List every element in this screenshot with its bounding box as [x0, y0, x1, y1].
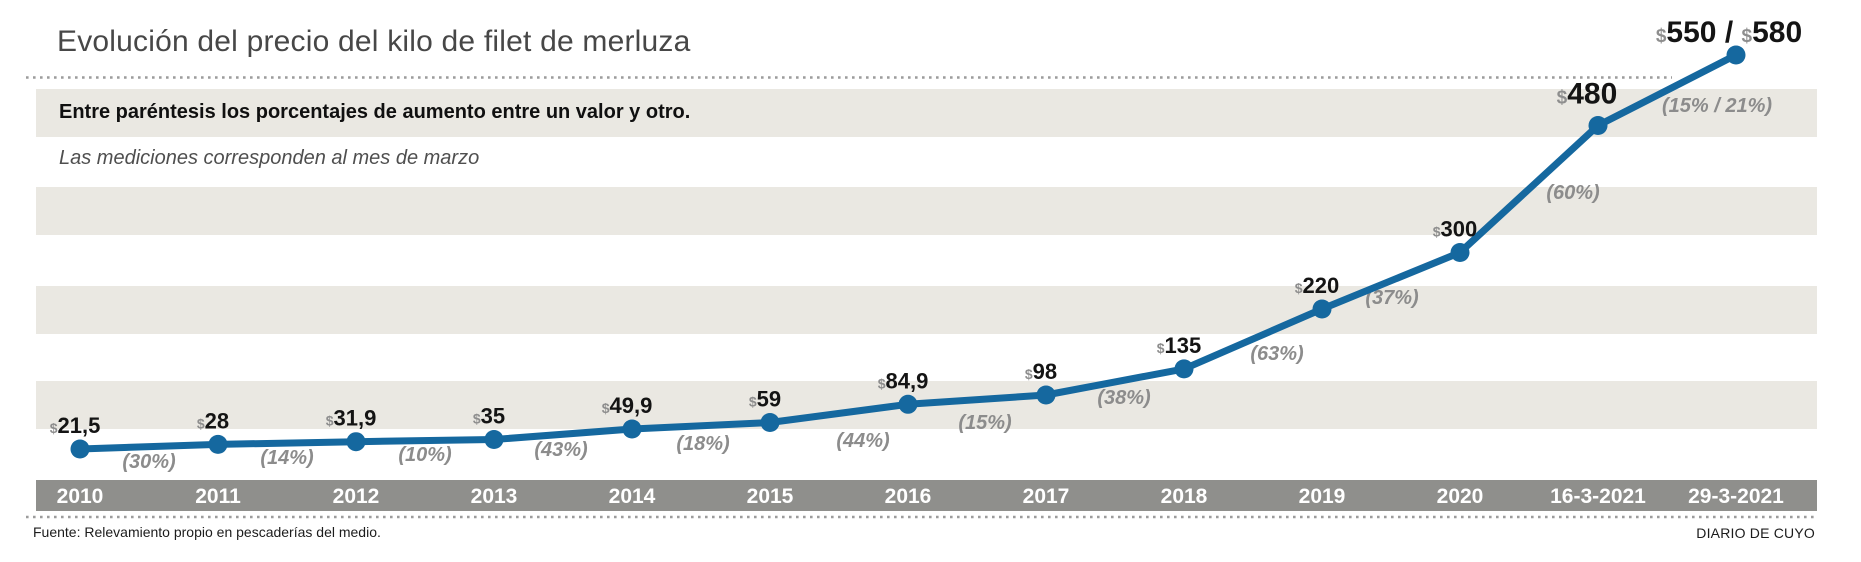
- value-label-2011: $28: [197, 408, 229, 433]
- x-tick-2014: 2014: [609, 485, 656, 508]
- value-label-2015: $59: [749, 387, 781, 412]
- x-tick-2016: 2016: [885, 485, 932, 508]
- x-tick-2011: 2011: [195, 485, 241, 508]
- data-point-2018: [1174, 359, 1194, 379]
- value-label-2020: $300: [1433, 217, 1478, 242]
- value-label-2019: $220: [1295, 273, 1340, 298]
- data-point-2019: [1312, 299, 1332, 319]
- pct-increase-label: (60%): [1546, 182, 1600, 204]
- source-note: Fuente: Relevamiento propio en pescaderí…: [33, 524, 381, 540]
- pct-increase-label: (15% / 21%): [1662, 95, 1772, 117]
- x-tick-2012: 2012: [333, 485, 380, 508]
- value-label-2018: $135: [1157, 333, 1202, 358]
- pct-increase-label: (44%): [836, 430, 890, 452]
- pct-increase-label: (37%): [1365, 287, 1419, 309]
- x-tick-2013: 2013: [471, 485, 518, 508]
- data-point-2014: [622, 419, 642, 439]
- grid-band: [36, 89, 1817, 137]
- value-label-2010: $21,5: [50, 413, 101, 438]
- data-point-2011: [208, 434, 228, 454]
- value-label-2017: $98: [1025, 359, 1057, 384]
- data-point-2013: [484, 430, 504, 449]
- x-tick-2015: 2015: [747, 485, 794, 508]
- x-tick-2020: 2020: [1437, 485, 1484, 508]
- value-label-29-3-2021: $550 / $580: [1656, 16, 1802, 49]
- data-point-2017: [1036, 385, 1056, 405]
- pct-increase-label: (10%): [398, 444, 452, 466]
- page-title: Evolución del precio del kilo de filet d…: [57, 25, 691, 58]
- value-label-2014: $49,9: [602, 393, 653, 418]
- data-point-16-3-2021: [1588, 116, 1608, 135]
- x-tick-2018: 2018: [1161, 485, 1208, 508]
- value-label-16-3-2021: $480: [1557, 78, 1618, 111]
- x-tick-2019: 2019: [1299, 485, 1346, 508]
- pct-increase-label: (63%): [1250, 343, 1304, 365]
- x-tick-2010: 2010: [57, 485, 104, 508]
- pct-increase-label: (30%): [122, 451, 176, 473]
- data-point-2012: [346, 432, 366, 452]
- x-axis-band: [36, 480, 1817, 511]
- x-tick-2017: 2017: [1023, 485, 1070, 508]
- data-point-2016: [898, 394, 918, 414]
- pct-increase-label: (14%): [260, 447, 314, 469]
- chart-note-italic: Las mediciones corresponden al mes de ma…: [59, 147, 480, 169]
- chart-note-bold: Entre paréntesis los porcentajes de aume…: [59, 101, 691, 123]
- pct-increase-label: (18%): [676, 433, 730, 455]
- pct-increase-label: (15%): [958, 412, 1012, 434]
- data-point-2010: [70, 439, 90, 459]
- data-point-2020: [1450, 243, 1470, 262]
- x-tick-29-3-2021: 29-3-2021: [1688, 485, 1784, 508]
- pct-increase-label: (38%): [1097, 387, 1151, 409]
- data-point-29-3-2021: [1726, 45, 1746, 65]
- value-label-2013: $35: [473, 404, 505, 429]
- data-point-2015: [760, 413, 780, 432]
- grid-band: [36, 286, 1817, 334]
- brand-name: DIARIO DE CUYO: [1696, 525, 1815, 541]
- value-label-2012: $31,9: [326, 406, 377, 431]
- x-tick-16-3-2021: 16-3-2021: [1550, 485, 1646, 508]
- value-label-2016: $84,9: [878, 368, 929, 393]
- pct-increase-label: (43%): [534, 439, 588, 461]
